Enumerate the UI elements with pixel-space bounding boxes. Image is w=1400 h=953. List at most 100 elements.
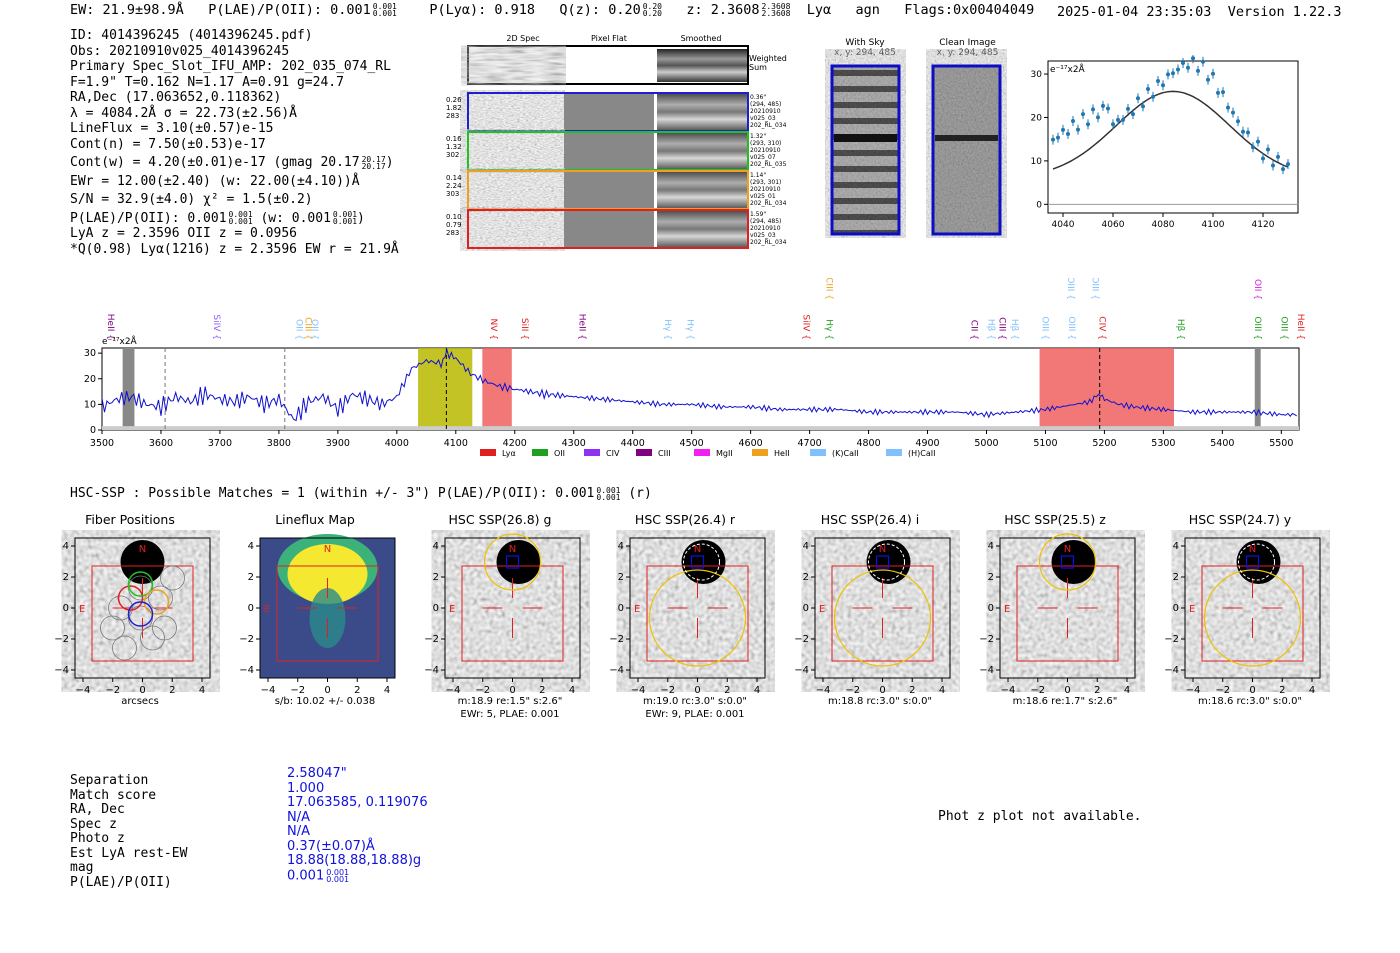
header-bar: EW: 21.9±98.9Å P(LAE)/P(OII): 0.001 0.001… xyxy=(70,2,1035,18)
zoom-data-point xyxy=(1136,96,1140,101)
match-value-3: N/A xyxy=(287,809,310,825)
spectrum-xtick: 3500 xyxy=(90,438,114,449)
panel-title-6: HSC SSP(24.7) y xyxy=(1188,512,1292,527)
panel-ytick: 0 xyxy=(248,603,254,614)
with-sky-image xyxy=(830,64,901,236)
zoom-data-point xyxy=(1186,65,1190,70)
line-label-heii: HeII { xyxy=(1295,314,1305,340)
zoom-ytick: 30 xyxy=(1031,70,1043,80)
spectrum-ytick: 0 xyxy=(90,425,96,436)
col-smoothed: Smoothed xyxy=(680,34,722,43)
spectrum-xtick: 3900 xyxy=(326,438,350,449)
panel-xtick: 2 xyxy=(354,685,360,696)
legend-label-3: CIII xyxy=(658,449,671,458)
spectrum-xtick: 3800 xyxy=(267,438,291,449)
legend-swatch-0 xyxy=(480,449,496,456)
zoom-data-point xyxy=(1076,127,1080,132)
header-z: z: 2.3608 xyxy=(686,2,760,18)
zoom-data-point xyxy=(1056,135,1060,140)
col-2d-spec: 2D Spec xyxy=(506,34,540,43)
panel-ytick: 2 xyxy=(63,572,69,583)
panel-xtick: 0 xyxy=(1064,685,1070,696)
compass-e: E xyxy=(79,604,85,615)
cutout-pixel-flat-2 xyxy=(564,172,654,208)
cutout-row-left-3: 0.10 0.79 283 xyxy=(446,213,462,237)
panel-xtick: −2 xyxy=(1215,685,1230,696)
match-labels: Separation Match score RA, Dec Spec z Photo … xyxy=(70,773,188,890)
panel-1: Lineflux Map N E −4 4 −2 2 0 0 2 −2 4 −4 s/b: 10.02 +… xyxy=(225,512,405,727)
match-label-0: Separation xyxy=(70,773,149,788)
header-line: Lyα xyxy=(806,2,832,18)
match-label-1: Match score xyxy=(70,787,157,803)
zoom-data-point xyxy=(1181,61,1185,66)
spectrum-xtick: 4200 xyxy=(503,438,527,449)
compass-e: E xyxy=(634,604,640,615)
info-cont-n: Cont(n) = 7.50(±0.53)e-17 xyxy=(70,136,266,152)
panel-xtick: 4 xyxy=(384,685,390,696)
cutout-smoothed-2 xyxy=(657,172,747,208)
match-label-2: RA, Dec xyxy=(70,802,125,817)
svg-text:OIII {: OIII { xyxy=(1066,316,1076,340)
match-value-7: 0.001 0.001 0.001 xyxy=(287,867,350,884)
zoom-data-point xyxy=(1246,130,1250,135)
panel-ytick: −4 xyxy=(424,665,439,676)
zoom-data-point xyxy=(1071,119,1075,124)
svg-text:HeII {: HeII { xyxy=(105,314,115,340)
header-version: Version 1.22.3 xyxy=(1227,4,1342,20)
spectrum-line xyxy=(101,347,1298,422)
panel-caption-2: m:18.9 re:1.5" s:2.6" xyxy=(457,696,563,707)
zoom-data-point xyxy=(1116,117,1120,122)
panel-xtick: 4 xyxy=(1309,685,1315,696)
match-value-5: 0.37(±0.07)Å xyxy=(287,838,375,854)
panel-ytick: 4 xyxy=(803,541,809,552)
imaging-panels: Fiber Positions N E −4 4 −2 2 0 0 2 −2 4 −4 arcsecs Li… xyxy=(40,512,1360,727)
panel-xtick: 4 xyxy=(569,685,575,696)
header-flags: Flags:0x00404049 xyxy=(904,2,1035,18)
panel-ytick: −4 xyxy=(979,665,994,676)
spectrum-xtick: 4400 xyxy=(621,438,645,449)
line-label-nv: NV { xyxy=(488,319,498,340)
spectrum-ytick: 20 xyxy=(84,374,96,385)
panel-xtick: 2 xyxy=(724,685,730,696)
panel-ytick: −2 xyxy=(1164,634,1179,645)
compass-n: N xyxy=(324,544,331,555)
panel-xtick: −4 xyxy=(446,685,461,696)
panel-xtick: −4 xyxy=(1001,685,1016,696)
info-block: ID: 4014396245 (4014396245.pdf) Obs: 202… xyxy=(70,28,399,257)
spectrum-xtick: 4300 xyxy=(562,438,586,449)
panel-ytick: 4 xyxy=(433,541,439,552)
spectrum-ytick: 30 xyxy=(84,348,96,359)
match-label-5: Est LyA rest-EW xyxy=(70,845,188,861)
legend-label-0: Lyα xyxy=(502,449,516,458)
line-label-oiii: OIII { xyxy=(1040,316,1050,340)
panel-caption-1: s/b: 10.02 +/- 0.038 xyxy=(274,696,376,707)
spectrum-ytick: 10 xyxy=(84,399,96,410)
hsc-title: HSC-SSP : Possible Matches = 1 (within +… xyxy=(70,485,652,502)
cutout-row-right-1: 1.32" (293, 310) 20210910 v025_07 202_RL… xyxy=(750,133,787,168)
cutout-smoothed-1 xyxy=(657,133,747,169)
panel-xtick: 2 xyxy=(909,685,915,696)
line-label-hβ: Hβ { xyxy=(985,319,995,340)
panel-title-3: HSC SSP(26.4) r xyxy=(634,512,736,527)
zoom-data-point xyxy=(1201,59,1205,64)
cutout-pixel-flat-1 xyxy=(564,133,654,169)
highlight-region-1 xyxy=(482,348,512,430)
match-label-6: mag xyxy=(70,860,94,875)
zoom-xtick: 4080 xyxy=(1152,220,1175,230)
cutout-2d-spec-1 xyxy=(469,133,556,169)
zoom-ytick: 20 xyxy=(1031,113,1043,123)
spectrum-ylabel: e⁻¹⁷x2Å xyxy=(102,335,138,347)
panel-xtick: 0 xyxy=(324,685,330,696)
legend-label-1: OII xyxy=(554,449,565,458)
line-label-ciii: CIII { xyxy=(302,317,312,340)
compass-n: N xyxy=(1064,544,1071,555)
line-label-oiii: OIII { xyxy=(1252,316,1262,340)
zoom-data-point xyxy=(1156,79,1160,84)
zoom-data-point xyxy=(1286,162,1290,167)
svg-text:SiIV {: SiIV { xyxy=(801,314,811,340)
svg-text:SiIV {: SiIV { xyxy=(211,314,221,340)
svg-text:OII {: OII { xyxy=(309,319,319,340)
zoom-data-point xyxy=(1211,71,1215,76)
zoom-data-point xyxy=(1276,154,1280,159)
zoom-data-point xyxy=(1061,127,1065,132)
